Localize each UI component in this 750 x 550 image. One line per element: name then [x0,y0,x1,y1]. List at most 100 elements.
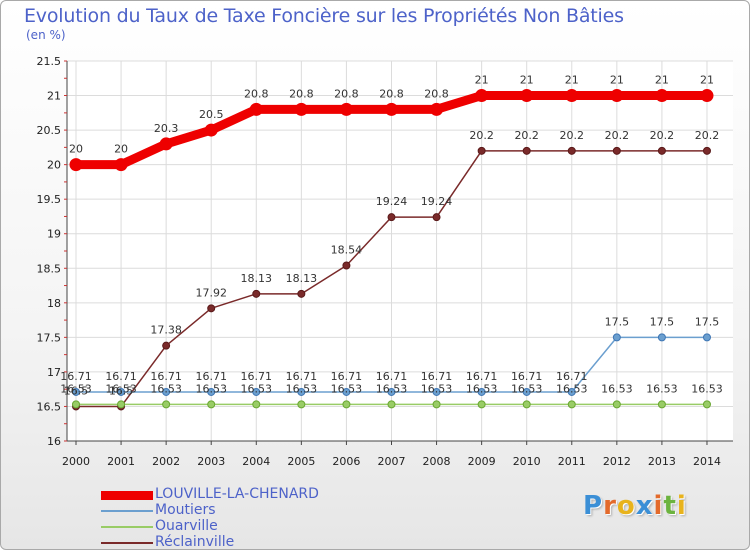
x-tick-label: 2010 [513,455,541,468]
x-tick-label: 2006 [332,455,360,468]
x-tick-label: 2002 [152,455,180,468]
data-point [657,333,666,342]
data-label: 16.5 [64,384,89,397]
legend-swatch [101,510,153,512]
data-label: 20.8 [379,87,404,100]
data-label: 16.71 [241,370,273,383]
data-label: 17.5 [650,315,675,328]
x-tick-label: 2008 [423,455,451,468]
data-label: 20.2 [560,129,585,142]
data-point [207,400,216,409]
data-label: 16.53 [60,382,92,395]
data-point [252,387,261,396]
data-label: 16.71 [376,370,408,383]
data-point [477,400,486,409]
y-tick-label: 19.5 [37,193,62,206]
data-label: 20.2 [605,129,630,142]
x-tick-label: 2000 [62,455,90,468]
logo-letter: P [583,491,604,521]
data-point [114,158,128,172]
data-label: 16.53 [105,382,137,395]
data-point [477,146,486,155]
data-label: 21 [655,74,669,87]
data-point [384,102,398,116]
data-label: 20.8 [424,87,449,100]
data-label: 20.3 [154,122,179,135]
data-point [432,213,441,222]
logo-letter: t [663,491,677,521]
data-point [520,89,534,103]
data-label: 20.2 [469,129,494,142]
data-label: 16.71 [556,370,588,383]
data-point [294,102,308,116]
legend-label: Réclainville [155,534,235,550]
data-label: 16.53 [601,382,633,395]
data-label: 18.13 [286,272,318,285]
y-tick-label: 20.5 [37,124,62,137]
data-label: 18.54 [331,244,363,257]
data-point [702,333,711,342]
data-point [387,387,396,396]
data-point [430,102,444,116]
data-point [477,387,486,396]
legend-swatch [101,542,153,544]
data-label: 17.38 [150,324,182,337]
logo-letter: i [676,491,687,521]
data-label: 16.53 [241,382,273,395]
data-point [475,89,489,103]
data-point [612,146,621,155]
data-label: 20.8 [244,87,269,100]
data-point [432,400,441,409]
y-tick-label: 16.5 [37,400,62,413]
data-label: 21 [520,74,534,87]
data-point [117,400,126,409]
data-point [567,146,576,155]
data-point [610,89,624,103]
data-label: 17.92 [195,286,227,299]
legend-label: Moutiers [155,502,216,518]
y-tick-label: 18.5 [37,262,62,275]
x-tick-label: 2004 [242,455,270,468]
data-point [252,400,261,409]
logo-letter: x [635,491,654,521]
data-point [162,387,171,396]
data-label: 21 [475,74,489,87]
y-tick-label: 17 [47,366,61,379]
x-tick-label: 2009 [468,455,496,468]
data-point [297,387,306,396]
data-point [249,102,263,116]
data-label: 16.71 [511,370,543,383]
logo-letter: r [603,491,617,521]
data-label: 20.8 [334,87,359,100]
data-label: 16.71 [195,370,227,383]
data-point [567,387,576,396]
data-label: 20.5 [199,108,224,121]
data-label: 16.71 [331,370,363,383]
data-point [565,89,579,103]
data-point [657,146,666,155]
data-point [387,400,396,409]
data-point [522,387,531,396]
chart-title: Evolution du Taux de Taxe Foncière sur l… [24,5,624,27]
logo-letter: o [616,491,636,521]
data-point [297,289,306,298]
data-label: 20.2 [514,129,539,142]
x-tick-label: 2005 [287,455,315,468]
data-label: 16.71 [421,370,453,383]
data-label: 20.2 [650,129,675,142]
legend-label: Ouarville [155,518,218,534]
data-point [207,387,216,396]
x-tick-label: 2014 [693,455,721,468]
data-label: 16.5 [109,384,134,397]
data-label: 16.53 [556,382,588,395]
data-label: 19.24 [376,195,408,208]
legend-swatch [101,490,153,500]
data-label: 18.13 [241,272,273,285]
data-point [567,400,576,409]
data-label: 16.53 [376,382,408,395]
data-label: 16.71 [150,370,182,383]
data-point [522,146,531,155]
legend-label: LOUVILLE-LA-CHENARD [155,486,319,502]
data-label: 16.71 [466,370,498,383]
